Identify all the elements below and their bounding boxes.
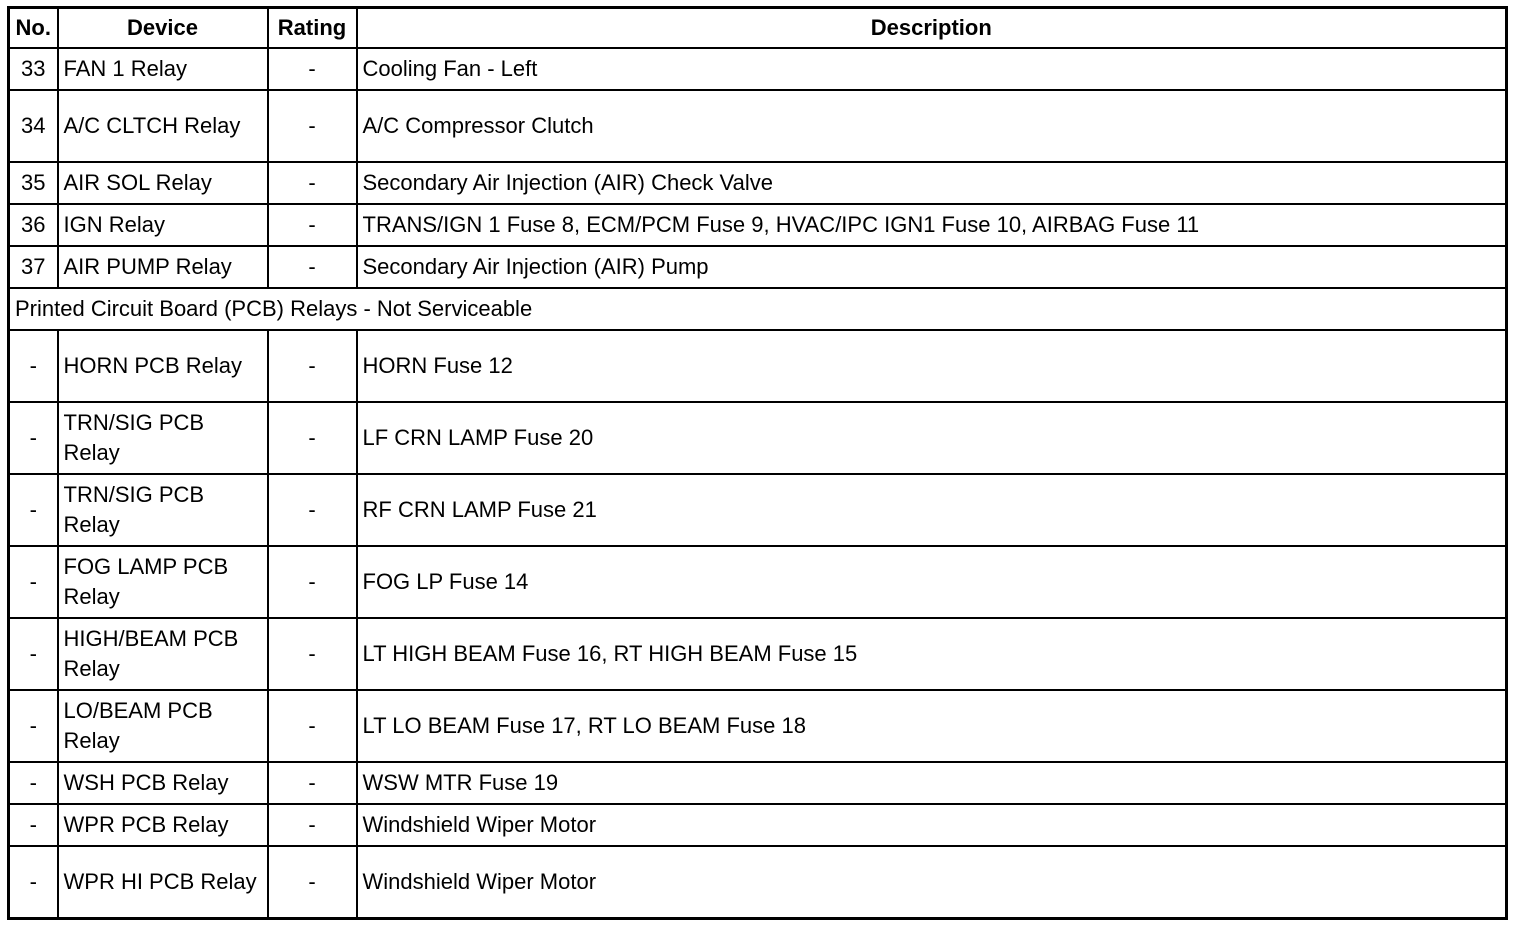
cell-rating: -	[266, 89, 358, 163]
cell-description: HORN Fuse 12	[355, 329, 1508, 403]
cell-description: Secondary Air Injection (AIR) Check Valv…	[355, 161, 1508, 205]
cell-description: Windshield Wiper Motor	[355, 845, 1508, 920]
cell-description: LT LO BEAM Fuse 17, RT LO BEAM Fuse 18	[355, 689, 1508, 763]
table-row: - HORN PCB Relay - HORN Fuse 12	[7, 329, 1508, 403]
cell-device: A/C CLTCH Relay	[56, 89, 269, 163]
table-row: - WPR PCB Relay - Windshield Wiper Motor	[7, 803, 1508, 847]
cell-rating: -	[266, 545, 358, 619]
table-row: 33 FAN 1 Relay - Cooling Fan - Left	[7, 47, 1508, 91]
relay-table: No. Device Rating Description 33 FAN 1 Re…	[7, 6, 1508, 920]
cell-rating: -	[266, 617, 358, 691]
table-row: - LO/BEAM PCB Relay - LT LO BEAM Fuse 17, R…	[7, 689, 1508, 763]
cell-description: WSW MTR Fuse 19	[355, 761, 1508, 805]
cell-device: HIGH/BEAM PCB Relay	[56, 617, 269, 691]
cell-no: 34	[7, 89, 59, 163]
cell-device: TRN/SIG PCB Relay	[56, 401, 269, 475]
cell-rating: -	[266, 473, 358, 547]
cell-device: LO/BEAM PCB Relay	[56, 689, 269, 763]
header-description: Description	[355, 6, 1508, 49]
cell-device: AIR SOL Relay	[56, 161, 269, 205]
table-row: 34 A/C CLTCH Relay - A/C Compressor Clutch	[7, 89, 1508, 163]
table-row: - WPR HI PCB Relay - Windshield Wiper Motor	[7, 845, 1508, 920]
cell-no: 36	[7, 203, 59, 247]
cell-no: -	[7, 329, 59, 403]
cell-device: WPR PCB Relay	[56, 803, 269, 847]
cell-description: Windshield Wiper Motor	[355, 803, 1508, 847]
cell-no: -	[7, 761, 59, 805]
cell-no: -	[7, 545, 59, 619]
cell-rating: -	[266, 761, 358, 805]
cell-description: RF CRN LAMP Fuse 21	[355, 473, 1508, 547]
table-row: - WSH PCB Relay - WSW MTR Fuse 19	[7, 761, 1508, 805]
table-row: 37 AIR PUMP Relay - Secondary Air Injection…	[7, 245, 1508, 289]
cell-device: FAN 1 Relay	[56, 47, 269, 91]
header-row: No. Device Rating Description	[7, 6, 1508, 49]
cell-rating: -	[266, 329, 358, 403]
cell-rating: -	[266, 161, 358, 205]
table-row: - TRN/SIG PCB Relay - LF CRN LAMP Fuse 20	[7, 401, 1508, 475]
cell-description: Secondary Air Injection (AIR) Pump	[355, 245, 1508, 289]
table-row: 36 IGN Relay - TRANS/IGN 1 Fuse 8, ECM/PCM …	[7, 203, 1508, 247]
cell-rating: -	[266, 401, 358, 475]
cell-no: 37	[7, 245, 59, 289]
cell-description: A/C Compressor Clutch	[355, 89, 1508, 163]
cell-rating: -	[266, 203, 358, 247]
cell-device: TRN/SIG PCB Relay	[56, 473, 269, 547]
table-row: - TRN/SIG PCB Relay - RF CRN LAMP Fuse 21	[7, 473, 1508, 547]
cell-device: WSH PCB Relay	[56, 761, 269, 805]
cell-description: LF CRN LAMP Fuse 20	[355, 401, 1508, 475]
cell-rating: -	[266, 245, 358, 289]
cell-device: IGN Relay	[56, 203, 269, 247]
table-row: 35 AIR SOL Relay - Secondary Air Injection …	[7, 161, 1508, 205]
cell-device: WPR HI PCB Relay	[56, 845, 269, 920]
cell-no: -	[7, 401, 59, 475]
table-row: - HIGH/BEAM PCB Relay - LT HIGH BEAM Fuse 1…	[7, 617, 1508, 691]
cell-description: LT HIGH BEAM Fuse 16, RT HIGH BEAM Fuse …	[355, 617, 1508, 691]
cell-device: AIR PUMP Relay	[56, 245, 269, 289]
cell-no: -	[7, 689, 59, 763]
cell-description: FOG LP Fuse 14	[355, 545, 1508, 619]
cell-no: 35	[7, 161, 59, 205]
cell-no: -	[7, 803, 59, 847]
cell-rating: -	[266, 845, 358, 920]
cell-device: FOG LAMP PCB Relay	[56, 545, 269, 619]
cell-rating: -	[266, 47, 358, 91]
header-no: No.	[7, 6, 59, 49]
section-row: Printed Circuit Board (PCB) Relays - Not…	[7, 287, 1508, 331]
cell-no: -	[7, 473, 59, 547]
cell-description: Cooling Fan - Left	[355, 47, 1508, 91]
table-row: - FOG LAMP PCB Relay - FOG LP Fuse 14	[7, 545, 1508, 619]
cell-rating: -	[266, 689, 358, 763]
header-device: Device	[56, 6, 269, 49]
cell-rating: -	[266, 803, 358, 847]
cell-description: TRANS/IGN 1 Fuse 8, ECM/PCM Fuse 9, HVAC…	[355, 203, 1508, 247]
cell-no: 33	[7, 47, 59, 91]
cell-no: -	[7, 845, 59, 920]
section-title: Printed Circuit Board (PCB) Relays - Not…	[7, 287, 1508, 331]
cell-device: HORN PCB Relay	[56, 329, 269, 403]
header-rating: Rating	[266, 6, 358, 49]
cell-no: -	[7, 617, 59, 691]
